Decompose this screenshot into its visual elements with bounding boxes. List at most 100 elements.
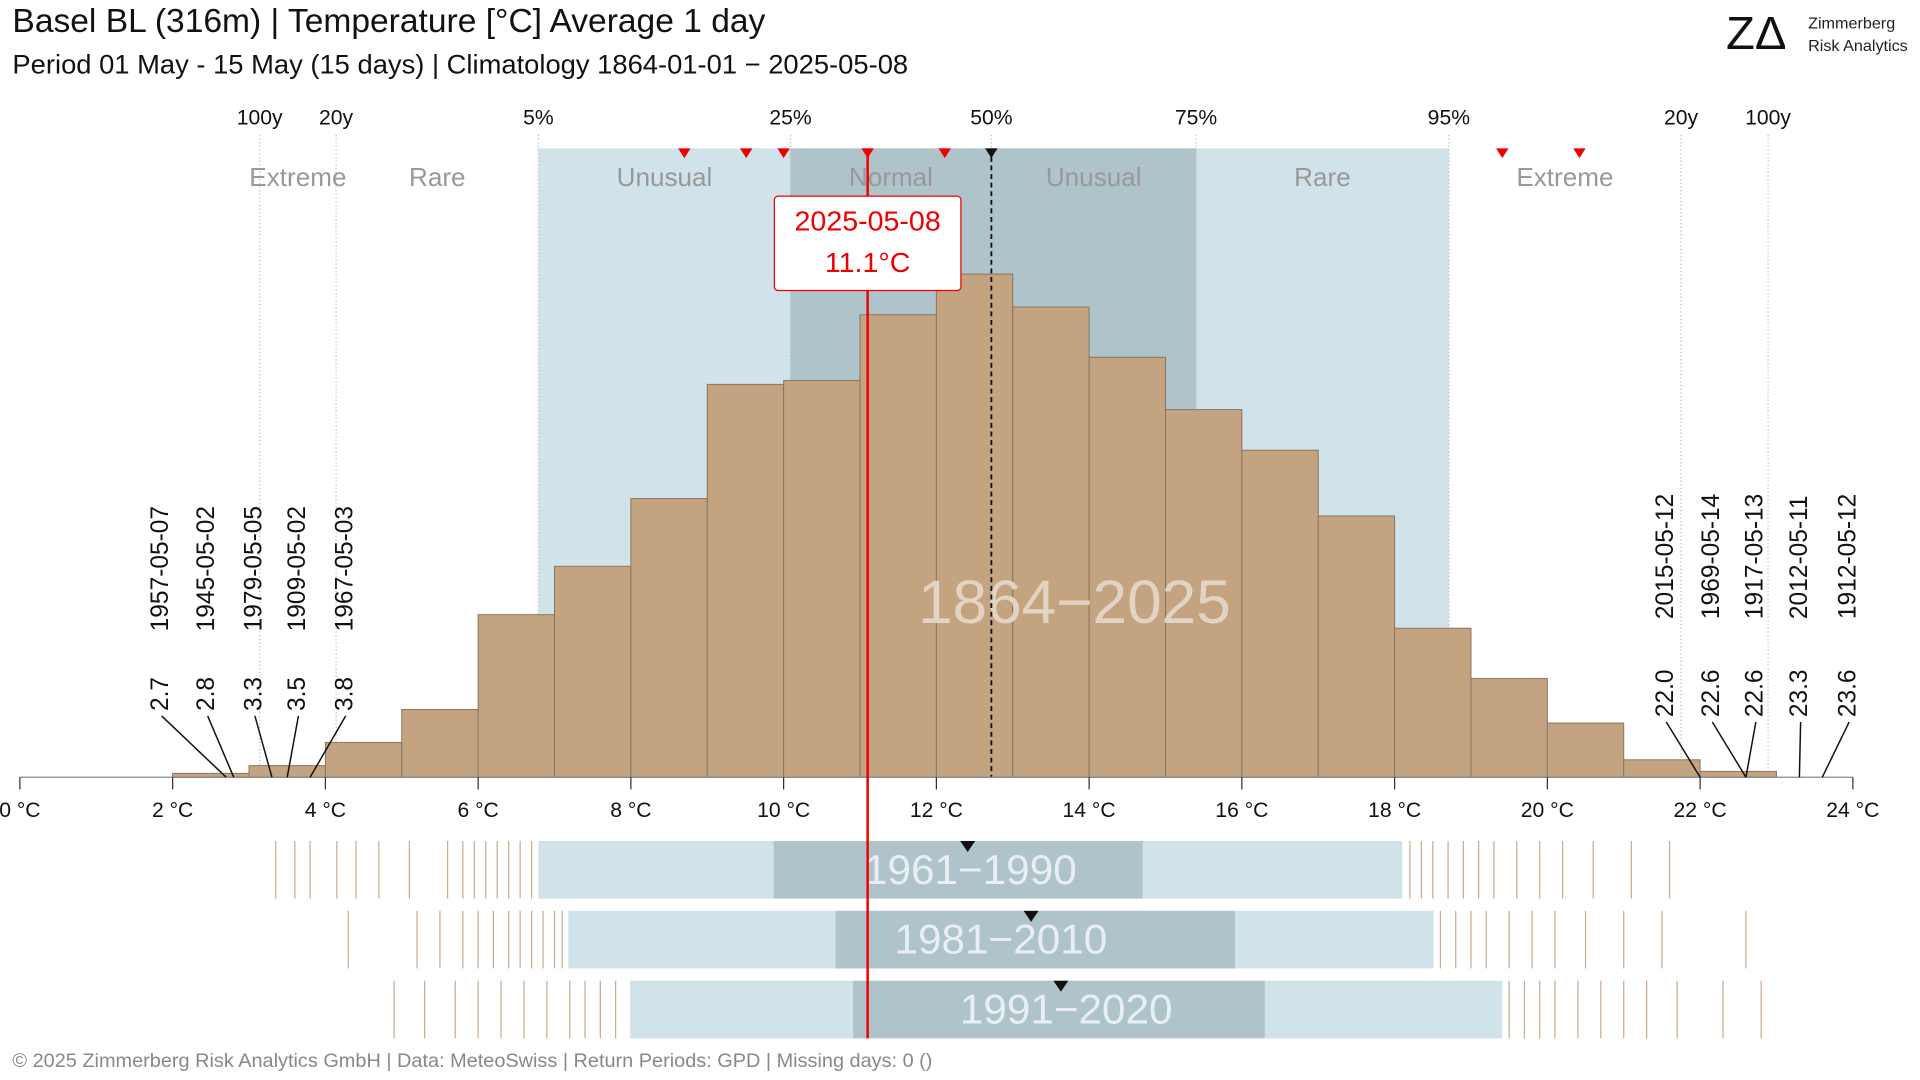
bar — [401, 708, 479, 778]
bar — [1317, 515, 1396, 778]
top-tick-label: 75% — [1175, 107, 1217, 130]
record-leader — [1821, 721, 1850, 778]
record-date: 2015-05-12 — [1652, 494, 1679, 619]
bar — [935, 273, 1014, 778]
record-leader — [1711, 721, 1747, 778]
record-date: 1909-05-02 — [284, 506, 311, 631]
x-tick-label: 16 °C — [1215, 799, 1268, 822]
top-tick-label: 5% — [523, 107, 554, 130]
marker — [739, 148, 753, 159]
record-value: 23.6 — [1835, 669, 1862, 717]
period-label: 1991−2020 — [960, 986, 1173, 1033]
record-value: 3.5 — [284, 677, 311, 711]
bar — [1394, 627, 1472, 778]
record-leader — [1745, 721, 1757, 778]
record-date: 1969-05-14 — [1698, 494, 1725, 619]
record-leader — [161, 715, 227, 778]
chart-title: Basel BL (316m) | Temperature [°C] Avera… — [12, 3, 765, 40]
zone-label: Normal — [849, 164, 933, 192]
marker — [777, 148, 790, 159]
top-tick-label: 50% — [970, 107, 1012, 130]
bar — [1699, 770, 1777, 778]
bar — [859, 314, 937, 778]
period-median — [1023, 910, 1039, 922]
zone-label: Extreme — [1516, 164, 1613, 192]
x-tick-label: 14 °C — [1063, 799, 1116, 822]
chart-subtitle: Period 01 May - 15 May (15 days) | Clima… — [12, 48, 908, 79]
marker — [938, 148, 951, 159]
current-value: 11.1°C — [825, 247, 911, 279]
top-tick-label: 20y — [1664, 107, 1699, 130]
x-tick-label: 22 °C — [1674, 799, 1727, 822]
footer: © 2025 Zimmerberg Risk Analytics GmbH | … — [12, 1050, 932, 1072]
top-tick-label: 100y — [1745, 107, 1791, 130]
bar — [630, 498, 708, 778]
zone-label: Unusual — [1046, 164, 1142, 192]
period-median — [960, 840, 976, 852]
marker — [1496, 148, 1509, 159]
current-box — [773, 195, 962, 292]
record-leader — [1798, 722, 1802, 778]
bar — [706, 383, 785, 778]
period-band-normal — [773, 840, 1143, 899]
record-date: 1979-05-05 — [240, 506, 267, 631]
record-date: 1917-05-13 — [1741, 494, 1768, 619]
top-tick-label: 20y — [319, 107, 354, 130]
x-tick-label: 8 °C — [610, 799, 651, 822]
zone-label: Rare — [1294, 164, 1351, 192]
record-date: 1945-05-02 — [193, 506, 220, 631]
record-value: 22.0 — [1652, 669, 1679, 717]
zone-label: Unusual — [617, 164, 713, 192]
bar — [1546, 722, 1625, 778]
period-label: 1961−1990 — [864, 846, 1077, 893]
bar — [477, 614, 556, 778]
zone-label: Rare — [409, 164, 466, 192]
x-tick-label: 18 °C — [1368, 799, 1421, 822]
top-tick-label: 95% — [1428, 107, 1470, 130]
record-value: 23.3 — [1786, 669, 1813, 717]
record-date: 1957-05-07 — [147, 506, 174, 631]
x-tick-label: 12 °C — [910, 799, 963, 822]
x-tick-label: 24 °C — [1826, 799, 1879, 822]
record-value: 22.6 — [1741, 669, 1768, 717]
x-tick-label: 10 °C — [757, 799, 810, 822]
record-value: 2.7 — [147, 677, 174, 711]
bar — [1012, 306, 1090, 778]
watermark: 1864−2025 — [918, 568, 1231, 637]
record-value: 3.8 — [331, 677, 358, 711]
bar — [1623, 759, 1701, 778]
x-tick-label: 4 °C — [305, 799, 346, 822]
zone-label: Extreme — [249, 164, 346, 192]
record-leader — [1665, 721, 1701, 778]
record-leader — [286, 715, 300, 778]
record-date: 1912-05-12 — [1835, 494, 1862, 619]
record-date: 1967-05-03 — [331, 506, 358, 631]
current-date: 2025-05-08 — [795, 206, 941, 238]
record-leader — [206, 715, 235, 778]
record-value: 2.8 — [193, 677, 220, 711]
top-tick-label: 100y — [237, 107, 283, 130]
x-tick-label: 2 °C — [152, 799, 193, 822]
bar — [783, 380, 861, 778]
record-value: 22.6 — [1698, 669, 1725, 717]
record-value: 3.3 — [240, 677, 267, 711]
x-tick-label: 20 °C — [1521, 799, 1574, 822]
marker — [1573, 148, 1586, 159]
bar — [1088, 356, 1166, 778]
brand-line: Risk Analytics — [1808, 37, 1908, 55]
bar — [1164, 409, 1243, 778]
period-median — [1053, 980, 1069, 992]
x-tick-label: 0 °C — [0, 799, 41, 822]
marker — [678, 148, 691, 159]
median-marker — [985, 148, 998, 159]
period-band-normal — [853, 980, 1265, 1039]
record-date: 2012-05-11 — [1786, 496, 1813, 620]
period-label: 1981−2010 — [895, 916, 1108, 963]
bar — [324, 741, 403, 778]
x-tick-label: 6 °C — [457, 799, 498, 822]
brand-line: Zimmerberg — [1808, 15, 1895, 33]
record-leader — [254, 715, 273, 778]
bar — [1241, 449, 1319, 778]
